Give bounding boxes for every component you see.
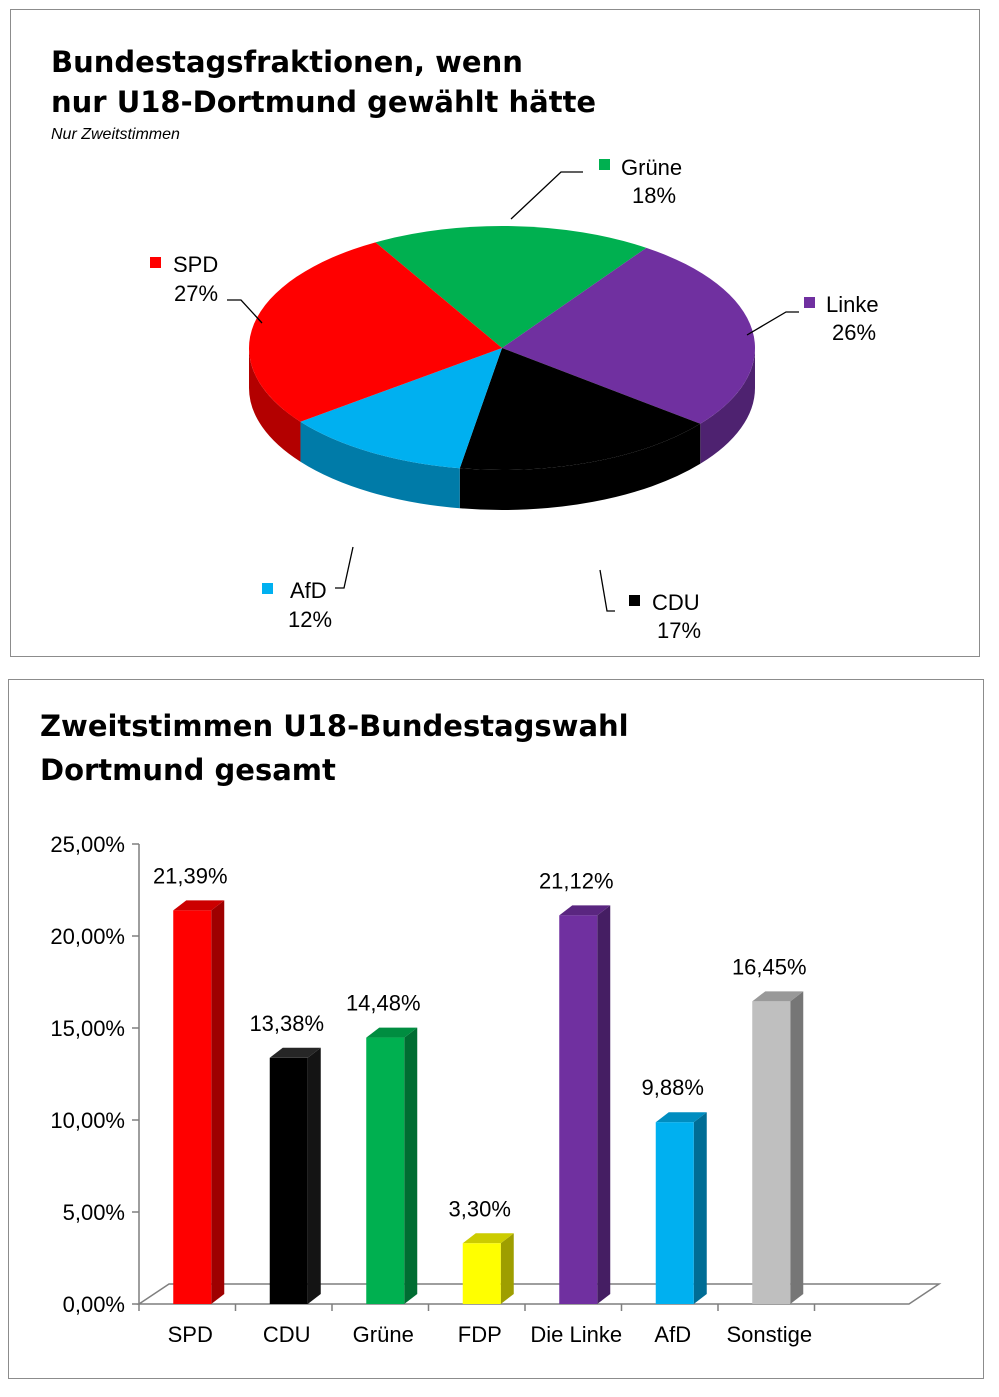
bar-side-die-linke <box>597 905 611 1304</box>
bar-chart-title: Zweitstimmen U18-Bundestagswahl Dortmund… <box>40 704 840 792</box>
pie-leader-line-afd <box>335 546 354 589</box>
bar-front-die-linke <box>559 915 598 1304</box>
bar-chart-plot: 0,00% 5,00% 10,00% 15,00% 20,00% 25,00% 21,39%… <box>50 832 942 1347</box>
pie-chart-plot: Grüne 18% Linke 26% CDU 17% AfD 12% SPD 27% <box>150 155 879 643</box>
bar-fdp: 3,30% <box>449 1196 514 1304</box>
bar-front-spd <box>173 910 212 1304</box>
x-tick-label-die-linke: Die Linke <box>530 1322 622 1347</box>
pie-legend-key-afd <box>262 583 273 594</box>
bar-value-label-afd: 9,88% <box>642 1075 704 1100</box>
bar-title-line-1: Zweitstimmen U18-Bundestagswahl <box>40 709 629 743</box>
pie-chart-title: Bundestagsfraktionen, wenn nur U18-Dortm… <box>51 42 751 122</box>
pie-label-value-cdu: 17% <box>657 618 701 643</box>
pie-chart-subtitle: Nur Zweitstimmen <box>51 126 180 143</box>
bar-side-spd <box>211 900 225 1304</box>
pie-side-walls <box>249 348 755 510</box>
bar-die-linke: 21,12% <box>539 868 614 1304</box>
bar-top-sonstige <box>752 991 804 1002</box>
bar-gruene: 14,48% <box>346 991 421 1304</box>
bar-front-cdu <box>269 1057 308 1304</box>
pie-label-value-gruene: 18% <box>632 183 676 208</box>
x-tick-label-afd: AfD <box>654 1322 691 1347</box>
bar-front-fdp <box>462 1243 501 1304</box>
bar-top-cdu <box>269 1047 321 1058</box>
y-tick-label: 5,00% <box>63 1200 125 1225</box>
pie-legend-key-spd <box>150 257 161 268</box>
bar-value-label-spd: 21,39% <box>153 863 228 888</box>
bar-axes: 0,00% 5,00% 10,00% 15,00% 20,00% 25,00% <box>50 832 942 1317</box>
bar-sonstige: 16,45% <box>732 954 807 1304</box>
x-tick-label-cdu: CDU <box>263 1322 311 1347</box>
bar-afd: 9,88% <box>642 1075 707 1304</box>
pie-side-linke <box>700 348 755 464</box>
bar-floor <box>136 1283 942 1305</box>
pie-leader-line-cdu <box>599 569 615 612</box>
bar-front-gruene <box>366 1037 405 1304</box>
x-tick-label-spd: SPD <box>168 1322 213 1347</box>
bar-value-label-cdu: 13,38% <box>249 1011 324 1036</box>
pie-side-afd <box>300 421 460 509</box>
pie-label-name-linke: Linke <box>826 292 879 317</box>
bar-value-label-gruene: 14,48% <box>346 991 421 1016</box>
bar-cdu: 13,38% <box>249 1011 324 1304</box>
pie-legend-key-cdu <box>629 595 640 606</box>
bar-spd: 21,39% <box>153 863 228 1304</box>
bar-top-gruene <box>366 1027 418 1038</box>
pie-side-cdu <box>459 423 701 510</box>
y-tick-label: 10,00% <box>50 1108 125 1133</box>
y-tick-label: 15,00% <box>50 1016 125 1041</box>
pie-legend-key-gruene <box>599 159 610 170</box>
pie-leader-line-spd <box>227 299 263 324</box>
pie-label-value-linke: 26% <box>832 320 876 345</box>
pie-title-line-2: nur U18-Dortmund gewählt hätte <box>51 85 597 119</box>
bar-value-label-fdp: 3,30% <box>449 1196 511 1221</box>
pie-slice-afd <box>300 348 502 469</box>
pie-labels: Grüne 18% Linke 26% CDU 17% AfD 12% SPD 27% <box>150 155 879 643</box>
y-tick-label: 20,00% <box>50 924 125 949</box>
pie-legend-key-linke <box>804 297 815 308</box>
pie-leader-line-linke <box>746 311 799 336</box>
pie-slice-spd <box>249 242 502 422</box>
bar-side-fdp <box>500 1233 514 1304</box>
bar-value-label-die-linke: 21,12% <box>539 868 614 893</box>
bar-value-label-sonstige: 16,45% <box>732 954 807 979</box>
x-tick-label-gruene: Grüne <box>353 1322 414 1347</box>
bar-side-gruene <box>404 1027 418 1304</box>
bar-top-spd <box>173 900 225 911</box>
pie-side-spd <box>249 348 301 462</box>
pie-label-value-spd: 27% <box>174 281 218 306</box>
bar-side-cdu <box>307 1047 321 1304</box>
x-tick-label-fdp: FDP <box>458 1322 502 1347</box>
bar-front-afd <box>655 1122 694 1304</box>
bar-chart-panel: Zweitstimmen U18-Bundestagswahl Dortmund… <box>8 679 984 1379</box>
bar-series: 21,39% 13,38% 14,48% 3,30% 21,12% 9,88% 16,45% <box>153 863 807 1304</box>
bar-title-line-2: Dortmund gesamt <box>40 753 336 787</box>
pie-leader-line-gruene <box>510 171 583 220</box>
y-tick-label: 25,00% <box>50 832 125 857</box>
pie-label-name-gruene: Grüne <box>621 155 682 180</box>
bar-side-afd <box>693 1112 707 1304</box>
bar-side-sonstige <box>790 991 804 1304</box>
bar-front-sonstige <box>752 1001 791 1304</box>
pie-label-name-spd: SPD <box>173 252 218 277</box>
pie-label-value-afd: 12% <box>288 607 332 632</box>
pie-slice-linke <box>502 247 756 424</box>
pie-chart-panel: Bundestagsfraktionen, wenn nur U18-Dortm… <box>10 9 980 657</box>
pie-slice-gruene <box>375 226 647 348</box>
pie-slice-cdu <box>459 348 701 470</box>
y-tick-label: 0,00% <box>63 1292 125 1317</box>
pie-label-name-cdu: CDU <box>652 590 700 615</box>
bar-top-fdp <box>462 1233 514 1244</box>
pie-slices <box>249 226 756 470</box>
bar-top-die-linke <box>559 905 611 916</box>
x-tick-label-sonstige: Sonstige <box>726 1322 812 1347</box>
pie-title-line-1: Bundestagsfraktionen, wenn <box>51 45 523 79</box>
bar-top-afd <box>655 1112 707 1123</box>
pie-label-name-afd: AfD <box>290 578 327 603</box>
